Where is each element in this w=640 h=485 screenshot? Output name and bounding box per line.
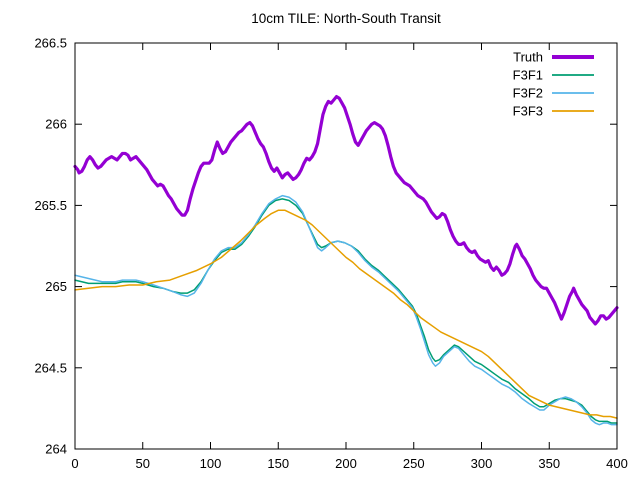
y-tick-label: 265.5 — [34, 198, 67, 213]
axis-tick-labels: 0 50 100 150 200 250 300 350 400 264 264.5 265 265.5… — [34, 36, 627, 472]
x-tick-label: 350 — [538, 456, 560, 471]
x-tick-label: 400 — [606, 456, 628, 471]
y-tick-label: 264 — [45, 442, 67, 457]
x-tick-label: 300 — [471, 456, 493, 471]
series-line-f3f1 — [74, 198, 618, 424]
series-line-f3f3 — [74, 209, 618, 419]
x-tick-label: 250 — [403, 456, 425, 471]
series-line-truth — [73, 94, 619, 326]
legend-label-f3f2: F3F2 — [513, 86, 543, 101]
y-tick-label: 265 — [45, 279, 67, 294]
series-lines — [73, 94, 619, 426]
x-tick-label: 50 — [136, 456, 150, 471]
legend-label-f3f3: F3F3 — [513, 104, 543, 119]
y-tick-label: 266 — [45, 117, 67, 132]
x-tick-label: 0 — [71, 456, 78, 471]
legend-label-f3f1: F3F1 — [513, 68, 543, 83]
x-tick-label: 200 — [335, 456, 357, 471]
x-tick-label: 150 — [267, 456, 289, 471]
series-line-f3f2 — [74, 194, 618, 426]
chart-title: 10cm TILE: North-South Transit — [251, 11, 441, 26]
y-tick-label: 264.5 — [34, 360, 67, 375]
x-tick-label: 100 — [200, 456, 222, 471]
y-tick-label: 266.5 — [34, 36, 67, 51]
axis-ticks — [74, 42, 618, 450]
legend-label-truth: Truth — [513, 50, 543, 65]
legend: Truth F3F1 F3F2 F3F3 — [513, 50, 594, 119]
